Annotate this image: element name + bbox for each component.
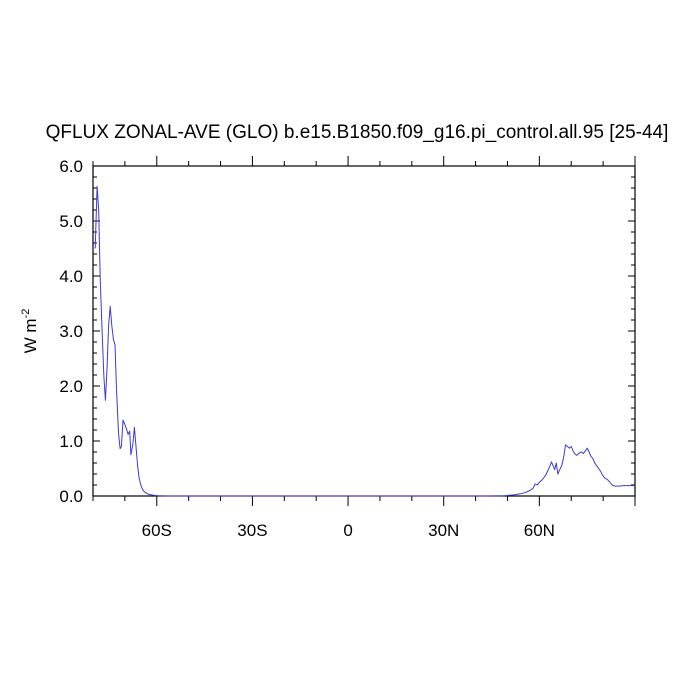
axis-ticks [92,156,636,506]
x-tick-label: 60S [142,521,172,540]
y-tick-labels: 0.0 1.0 2.0 3.0 4.0 5.0 6.0 [59,157,83,506]
x-tick-label: 0 [343,521,352,540]
x-tick-label: 30S [237,521,267,540]
x-tick-label: 30N [428,521,459,540]
y-tick-label: 4.0 [59,267,83,286]
y-tick-label: 6.0 [59,157,83,176]
x-tick-labels: 60S 30S 0 30N 60N [142,521,555,540]
x-tick-label: 60N [524,521,555,540]
y-tick-label: 5.0 [59,212,83,231]
y-tick-label: 2.0 [59,377,83,396]
y-tick-label: 0.0 [59,487,83,506]
series-layer [94,185,635,497]
y-tick-label: 1.0 [59,432,83,451]
series-line [94,185,635,497]
y-axis-label-superscript: -2 [20,309,32,319]
chart-title: QFLUX ZONAL-AVE (GLO) b.e15.B1850.f09_g1… [46,122,669,143]
y-axis-label-text: W m [21,318,40,353]
y-axis-label: W m-2 [20,309,40,354]
y-tick-label: 3.0 [59,322,83,341]
plot-frame [92,165,636,497]
